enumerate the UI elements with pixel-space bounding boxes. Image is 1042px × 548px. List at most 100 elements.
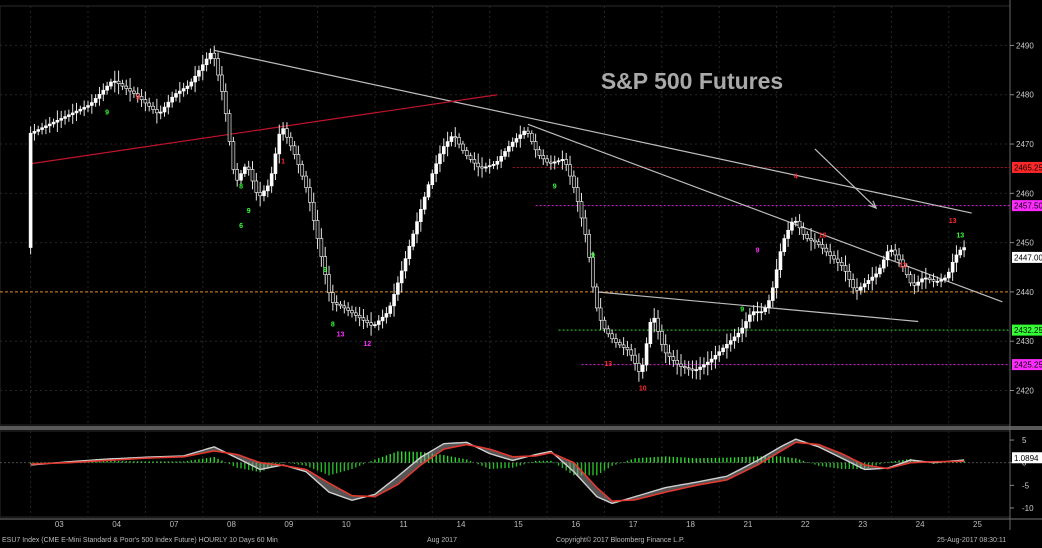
candle-body (239, 173, 243, 181)
trendline (30, 94, 498, 165)
candle-body (308, 187, 312, 203)
candle-body (472, 159, 477, 164)
candle-body (671, 356, 676, 361)
candle-body (158, 111, 163, 114)
candle-body (495, 160, 500, 165)
count-label: 6 (239, 223, 243, 230)
candle-body (503, 151, 507, 157)
candle-body (881, 259, 886, 269)
candle-body (851, 279, 855, 289)
level-lines (0, 166, 1010, 366)
candle-body (63, 116, 67, 119)
candle-body (690, 368, 695, 371)
candle-body (763, 307, 767, 312)
y-tick-label: 2450 (1016, 239, 1034, 248)
count-label: 1 (281, 159, 285, 166)
candle-body (556, 160, 561, 163)
candle-body (392, 294, 396, 307)
candle-body (93, 98, 98, 103)
count-label: 13 (604, 361, 612, 368)
candle-body (889, 249, 894, 252)
candle-body (839, 262, 844, 266)
candle-body (920, 278, 924, 283)
candle-body (78, 108, 83, 112)
count-label: 13 (337, 331, 345, 338)
candle-body (197, 70, 201, 77)
macd-panel-frame (0, 430, 1011, 518)
candle-body (870, 276, 875, 281)
candle-body (288, 136, 293, 147)
candle-body (816, 241, 821, 245)
candle-body (652, 317, 657, 323)
price-tag-box (1012, 161, 1042, 173)
candle-body (862, 283, 867, 288)
candle-body (292, 145, 297, 155)
candle-body (132, 90, 136, 94)
candle-body (843, 265, 848, 272)
macd-line (30, 438, 965, 505)
candle-body (755, 311, 760, 314)
trendline (527, 123, 1003, 303)
candle-body (266, 185, 270, 192)
footer-month: Aug 2017 (427, 537, 457, 544)
candle-body (208, 52, 213, 60)
macd-signal-line (30, 441, 965, 502)
candles (28, 45, 966, 382)
count-label: 8 (331, 321, 335, 328)
candle-body (878, 267, 882, 275)
candle-body (373, 324, 377, 327)
count-label: 8 (239, 183, 243, 190)
candle-body (166, 101, 171, 108)
candle-body (793, 220, 798, 223)
candle-body (679, 363, 683, 367)
candle-body (396, 282, 400, 295)
candle-body (380, 316, 385, 322)
candle-body (705, 361, 710, 365)
candle-body (595, 286, 599, 309)
count-label: 9 (591, 252, 595, 259)
x-tick-label: 25 (973, 520, 982, 529)
candle-body (832, 255, 836, 260)
candle-body (82, 107, 86, 110)
candle-body (151, 105, 155, 110)
candle-body (262, 190, 266, 197)
candle-body (277, 133, 282, 155)
candle-body (223, 91, 228, 114)
footer-ticker: ESU7 Index (CME E-Mini Standard & Poor's… (2, 537, 278, 544)
candle-body (579, 201, 584, 219)
candle-body (748, 314, 752, 322)
candle-body (499, 156, 503, 162)
x-tick-label: 15 (514, 520, 523, 529)
trendline (214, 49, 972, 214)
candle-body (614, 338, 618, 343)
candle-body (101, 89, 106, 95)
x-tick-label: 17 (629, 520, 638, 529)
main-panel-frame (0, 5, 1011, 426)
candle-body (606, 328, 611, 335)
candle-body (771, 287, 775, 301)
candle-body (399, 270, 404, 284)
candle-body (656, 317, 660, 332)
x-tick-label: 22 (801, 520, 810, 529)
candle-body (388, 305, 393, 314)
candle-body (430, 173, 435, 185)
candle-body (866, 280, 871, 284)
candle-body (181, 88, 186, 92)
candle-body (369, 322, 373, 326)
candle-body (526, 130, 530, 134)
candle-body (732, 336, 737, 341)
candle-body (70, 112, 75, 116)
candle-body (281, 128, 285, 135)
candle-body (361, 317, 366, 321)
x-tick-label: 08 (227, 520, 236, 529)
candle-body (751, 311, 756, 316)
candle-body (426, 184, 431, 198)
candle-body (533, 141, 538, 151)
price-tag-label: 2432.25 (1014, 326, 1042, 335)
candle-body (353, 312, 358, 316)
candle-body (235, 169, 239, 181)
candle-body (47, 123, 52, 127)
candle-body (549, 161, 553, 164)
candle-body (296, 154, 301, 165)
candle-body (958, 249, 963, 256)
